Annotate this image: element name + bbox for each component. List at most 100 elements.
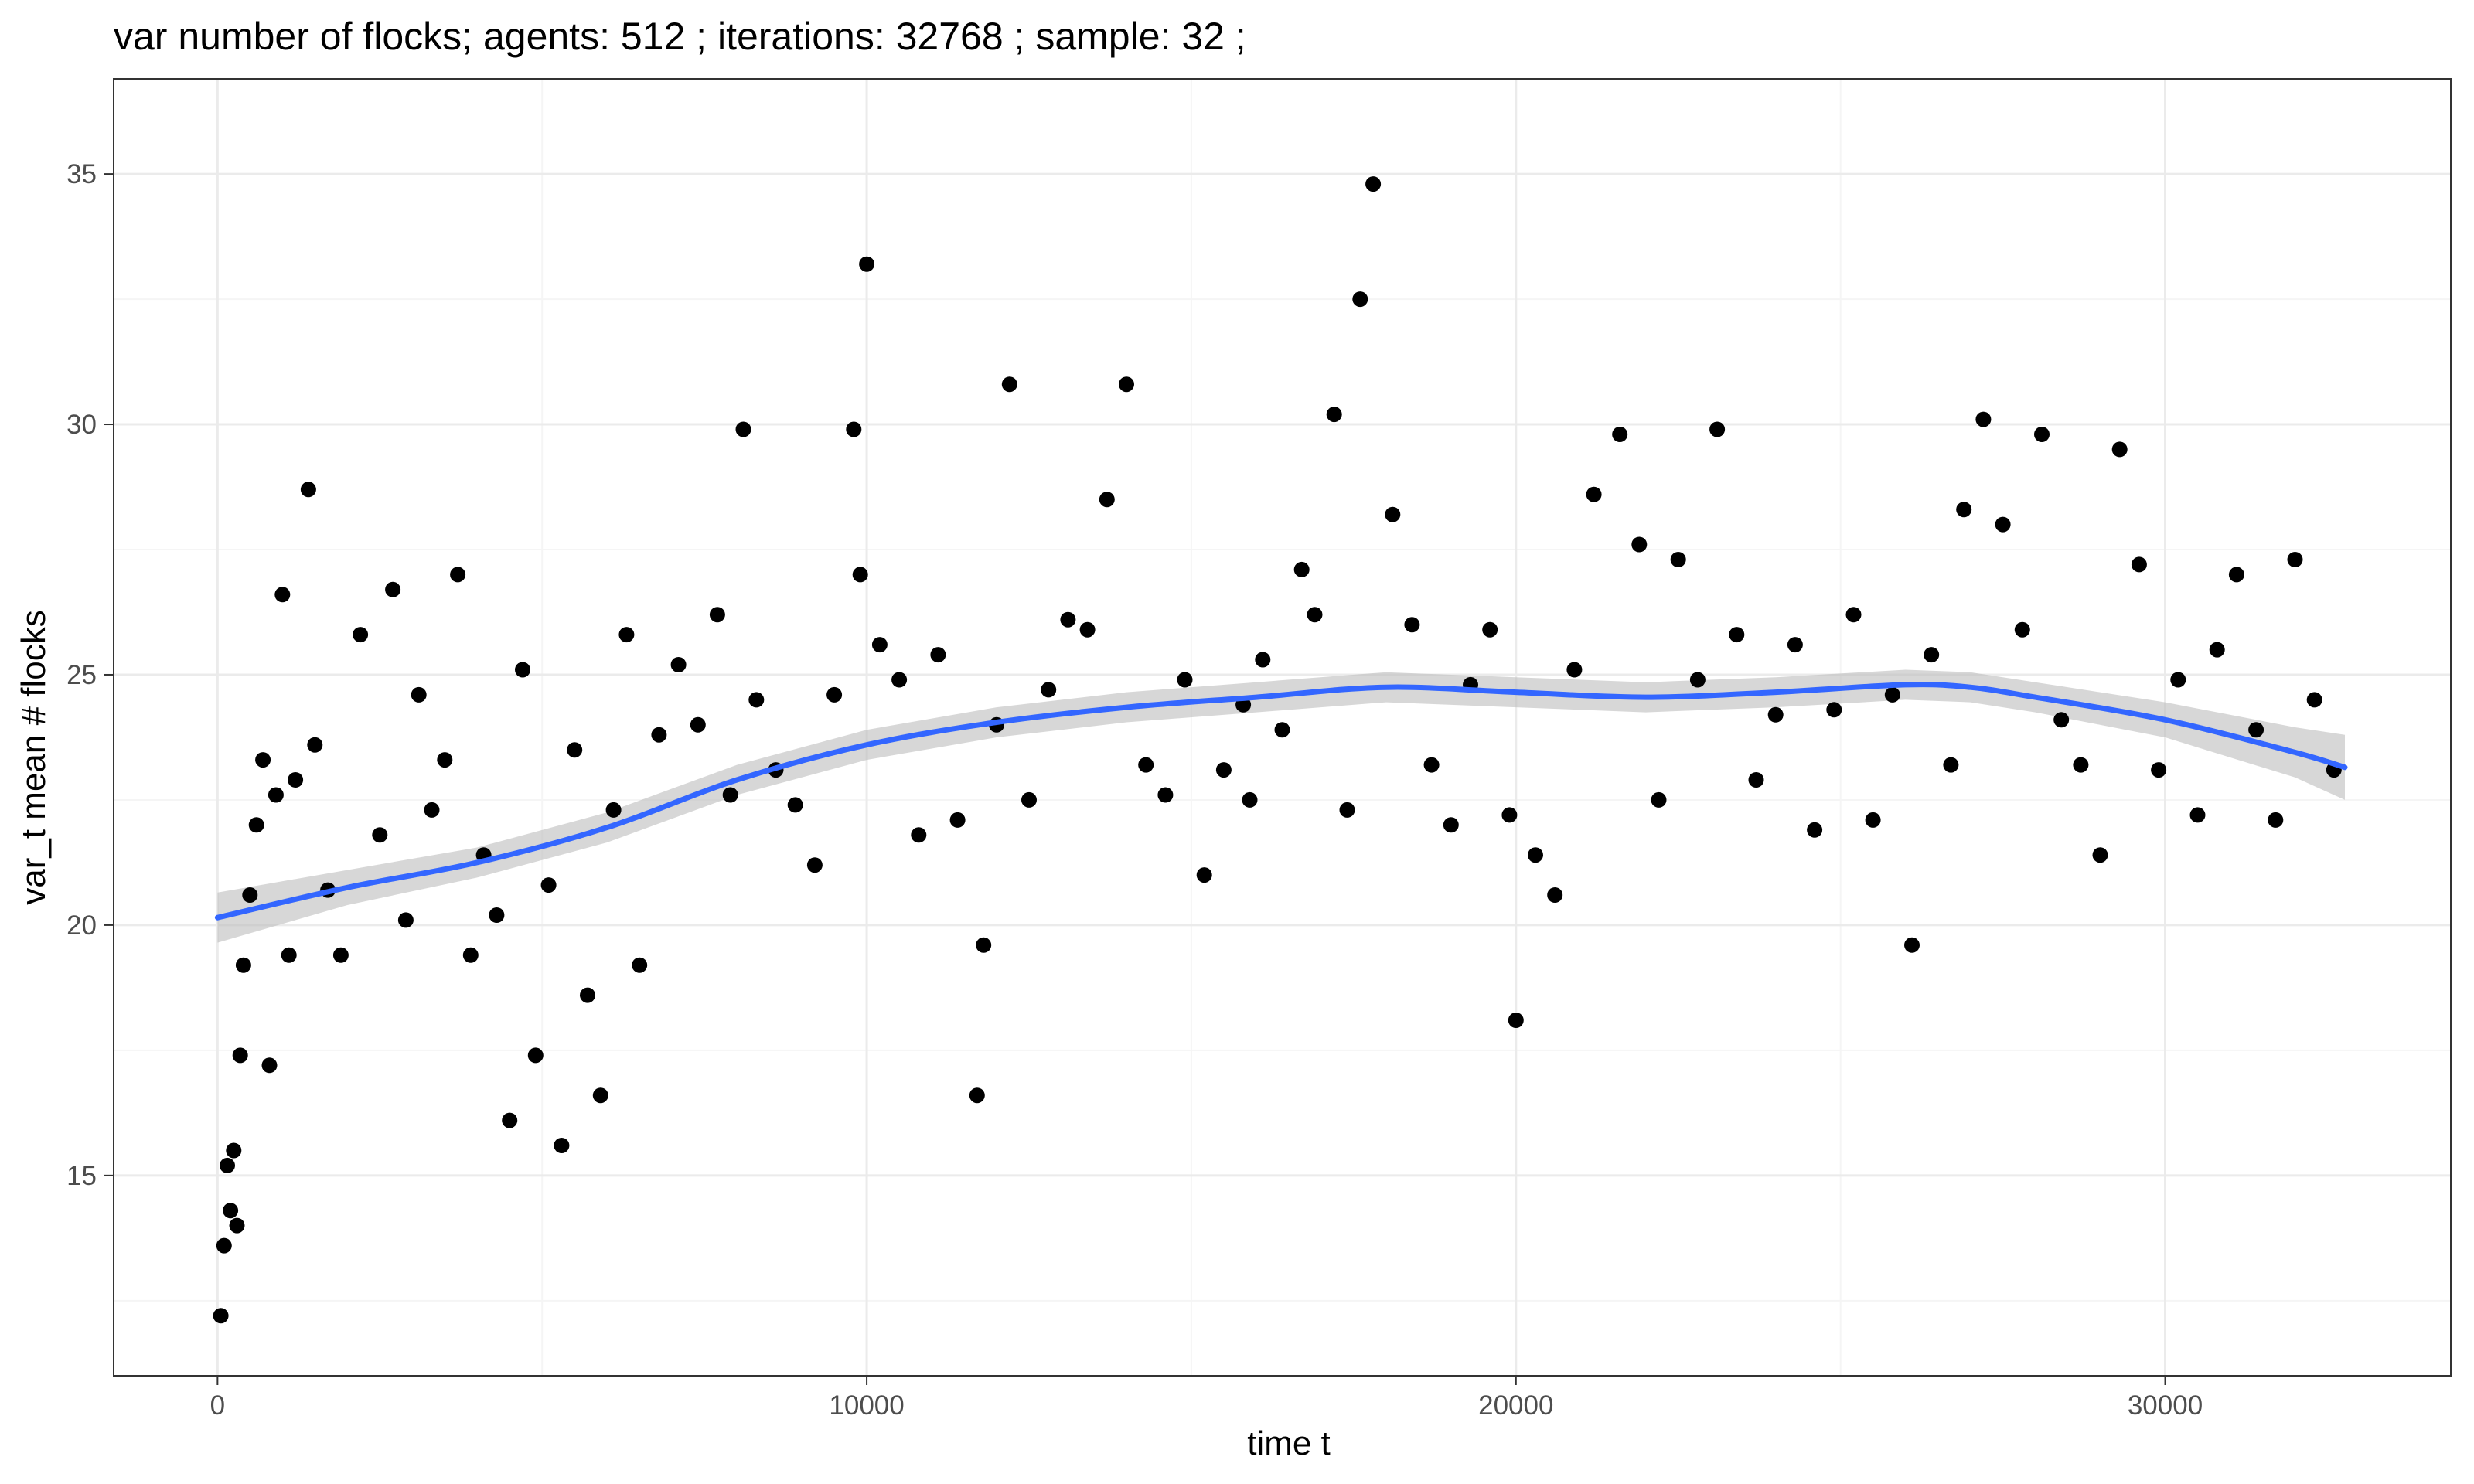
scatter-point	[852, 567, 868, 583]
scatter-point	[462, 947, 479, 963]
scatter-point	[411, 686, 427, 703]
scatter-point	[2268, 812, 2284, 828]
scatter-point	[632, 957, 648, 973]
scatter-point	[1904, 937, 1920, 953]
scatter-point	[1443, 817, 1459, 833]
scatter-point	[1612, 427, 1628, 442]
scatter-point	[242, 887, 258, 903]
scatter-point	[1041, 682, 1057, 698]
scatter-point	[1566, 662, 1583, 678]
y-axis-ticks: 15 20 25 30 35	[66, 159, 114, 1191]
scatter-point	[690, 716, 706, 733]
scatter-point	[235, 957, 251, 973]
scatter-point	[2131, 556, 2147, 573]
scatter-point	[1689, 672, 1706, 688]
x-axis-label: time t	[1247, 1424, 1331, 1462]
scatter-point	[2306, 692, 2322, 708]
scatter-point	[1729, 627, 1745, 643]
scatter-point	[450, 567, 466, 583]
scatter-point	[846, 421, 862, 437]
scatter-point	[353, 627, 369, 643]
scatter-point	[268, 787, 284, 803]
scatter-point	[2151, 762, 2167, 778]
scatter-point	[930, 647, 946, 663]
scatter-point	[592, 1087, 608, 1104]
scatter-point	[2189, 807, 2206, 823]
scatter-point	[1242, 791, 1258, 808]
scatter-point	[1709, 421, 1726, 437]
scatter-point	[1547, 887, 1563, 903]
scatter-point	[1099, 492, 1115, 508]
scatter-point	[2092, 847, 2108, 863]
scatter-point	[859, 256, 875, 272]
x-tick-label: 10000	[829, 1390, 904, 1421]
scatter-point	[722, 787, 738, 803]
scatter-point	[1339, 802, 1355, 818]
scatter-point	[1787, 637, 1803, 653]
scatter-point	[2053, 712, 2070, 728]
scatter-point	[1307, 607, 1323, 623]
scatter-point	[1326, 407, 1342, 423]
scatter-point	[826, 686, 843, 703]
scatter-point	[1845, 607, 1862, 623]
minor-grid	[114, 79, 2451, 1376]
scatter-point	[2248, 722, 2264, 738]
scatter-point	[1651, 791, 1667, 808]
scatter-point	[397, 912, 414, 928]
scatter-point	[540, 877, 557, 893]
scatter-point	[2170, 672, 2186, 688]
scatter-point	[911, 827, 927, 843]
y-tick-label: 20	[66, 910, 97, 941]
scatter-point	[748, 692, 765, 708]
scatter-point	[255, 752, 271, 768]
scatter-point	[651, 727, 667, 743]
scatter-point	[1177, 672, 1193, 688]
scatter-point	[735, 421, 751, 437]
scatter-point	[2209, 642, 2225, 658]
scatter-point	[709, 607, 725, 623]
x-tick-label: 20000	[1478, 1390, 1553, 1421]
scatter-point	[1767, 706, 1784, 723]
scatter-point	[372, 827, 388, 843]
scatter-point	[248, 817, 264, 833]
smooth-line-layer	[214, 682, 2348, 921]
scatter-point	[216, 1237, 232, 1254]
plot-panel	[113, 78, 2452, 1377]
scatter-point	[580, 987, 595, 1003]
scatter-point	[1975, 411, 1992, 427]
scatter-point	[1670, 552, 1686, 567]
confidence-ribbon	[217, 669, 2346, 943]
scatter-point	[1826, 702, 1842, 718]
scatter-point	[670, 657, 687, 672]
scatter-point	[1255, 652, 1271, 668]
scatter-point	[787, 797, 803, 813]
scatter-point	[223, 1203, 239, 1219]
y-tick-label: 15	[66, 1161, 97, 1191]
scatter-point	[1138, 757, 1154, 773]
chart-title: var number of flocks; agents: 512 ; iter…	[114, 15, 1246, 58]
scatter-point	[969, 1087, 985, 1104]
scatter-point	[288, 772, 304, 788]
scatter-points	[213, 176, 2342, 1324]
scatter-point	[385, 581, 401, 597]
scatter-point	[949, 812, 966, 828]
scatter-point	[1060, 611, 1076, 628]
scatter-point	[226, 1142, 242, 1159]
scatter-point	[502, 1112, 518, 1128]
scatter-point	[489, 907, 505, 923]
scatter-point	[1501, 807, 1518, 823]
x-tick-label: 0	[210, 1390, 225, 1421]
scatter-point	[307, 737, 323, 753]
scatter-point	[1293, 561, 1310, 577]
scatter-point	[527, 1047, 544, 1064]
scatter-point	[515, 662, 530, 678]
scatter-point	[1631, 536, 1648, 553]
scatter-point	[976, 937, 992, 953]
scatter-point	[1748, 772, 1764, 788]
scatter-point	[1586, 486, 1602, 502]
confidence-ribbon-layer	[217, 669, 2346, 943]
y-tick-label: 30	[66, 410, 97, 440]
scatter-point	[332, 947, 349, 963]
scatter-point	[232, 1047, 248, 1064]
